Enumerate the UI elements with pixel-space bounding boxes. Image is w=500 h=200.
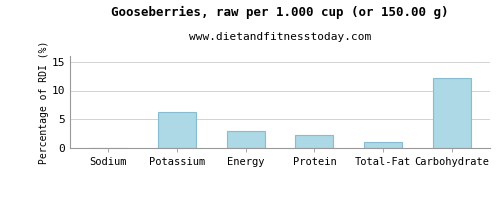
Text: Gooseberries, raw per 1.000 cup (or 150.00 g): Gooseberries, raw per 1.000 cup (or 150.…: [111, 6, 449, 19]
Bar: [296, 135, 334, 148]
Y-axis label: Percentage of RDI (%): Percentage of RDI (%): [39, 40, 49, 164]
Bar: [364, 142, 402, 148]
Bar: [158, 112, 196, 148]
Bar: [433, 78, 471, 148]
Text: www.dietandfitnesstoday.com: www.dietandfitnesstoday.com: [189, 32, 371, 42]
Bar: [226, 131, 264, 148]
